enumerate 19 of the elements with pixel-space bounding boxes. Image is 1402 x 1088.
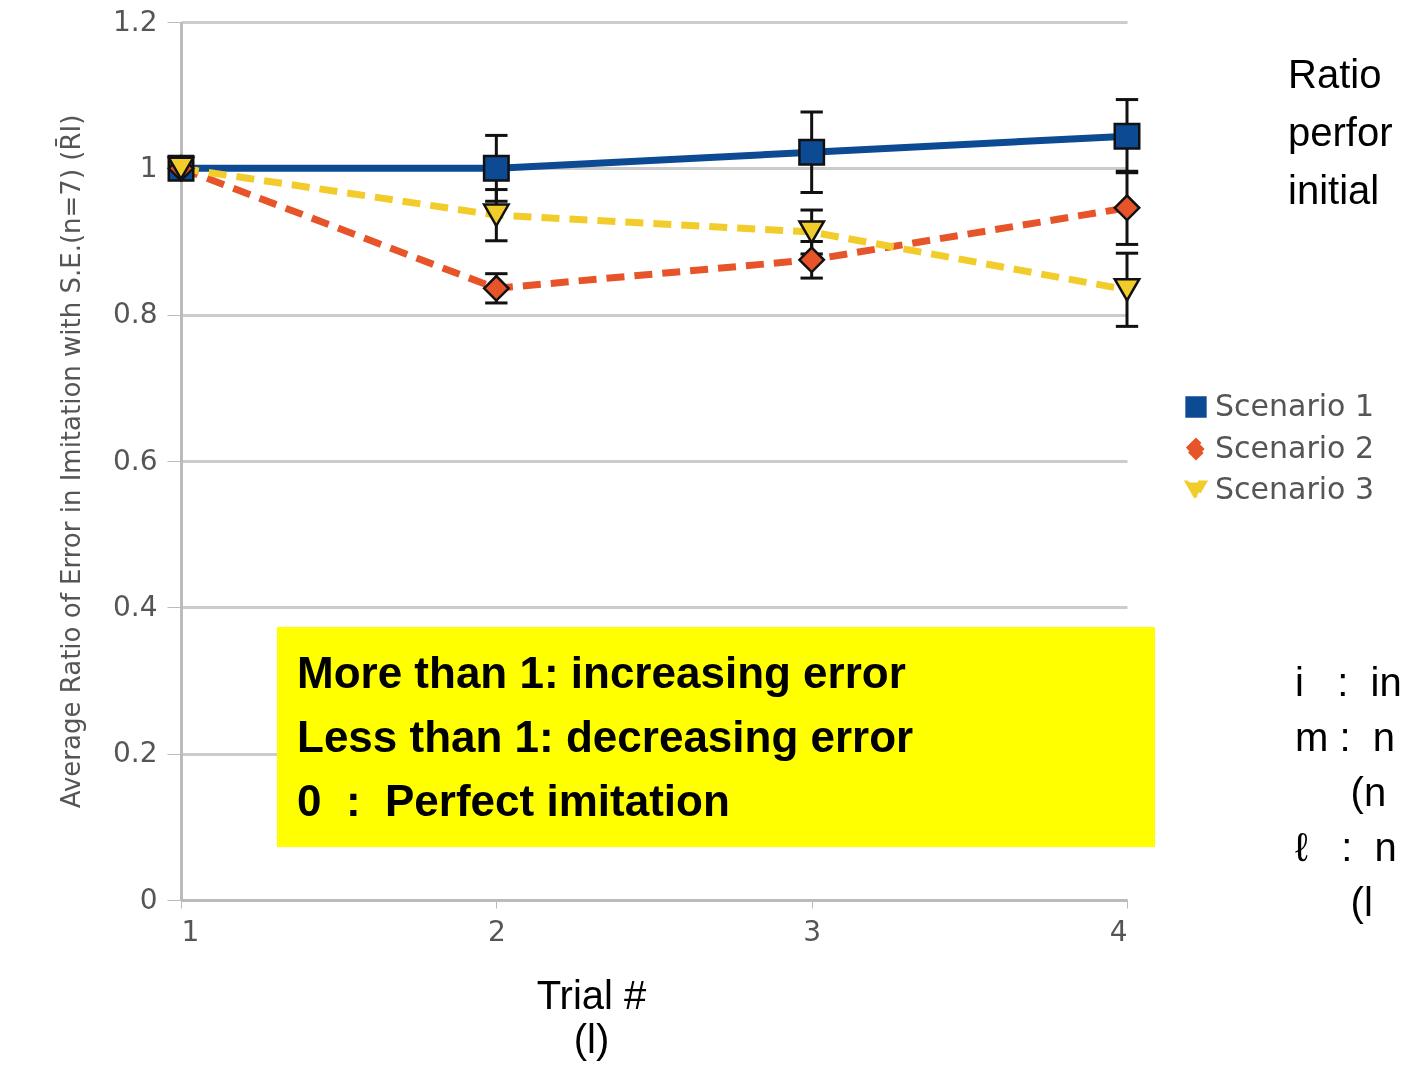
legend-label: Scenario 2 <box>1215 430 1375 465</box>
legend-label: Scenario 1 <box>1215 388 1375 423</box>
legend-label: Scenario 3 <box>1215 471 1375 506</box>
x-axis-title: Trial # (l) <box>536 972 648 1061</box>
y-tick-label: 0 <box>139 882 158 916</box>
y-tick-label: 1 <box>139 150 158 184</box>
y-tick-label: 0.4 <box>112 589 158 623</box>
x-tick-label: 2 <box>487 914 506 948</box>
y-tick-label: 0.2 <box>112 736 158 770</box>
text: Ratio perfor initial <box>1288 51 1393 214</box>
y-tick-label: 1.2 <box>112 4 158 38</box>
y-tick-label: 0.6 <box>112 443 158 477</box>
text: i : in m : n (n ℓ : n (l <box>1295 659 1402 926</box>
x-tick-label: 4 <box>1109 914 1128 948</box>
y-tick-label: 0.8 <box>112 297 158 331</box>
y-axis-title: Average Ratio of Error in Imitation with S.E.(n=7) (R̄I) <box>55 114 86 809</box>
x-tick-label: 3 <box>803 914 822 948</box>
note-box: More than 1: increasing error Less than 1: decreasing error 0 : Perfect imitation <box>277 627 1155 847</box>
x-tick-label: 1 <box>181 914 200 948</box>
